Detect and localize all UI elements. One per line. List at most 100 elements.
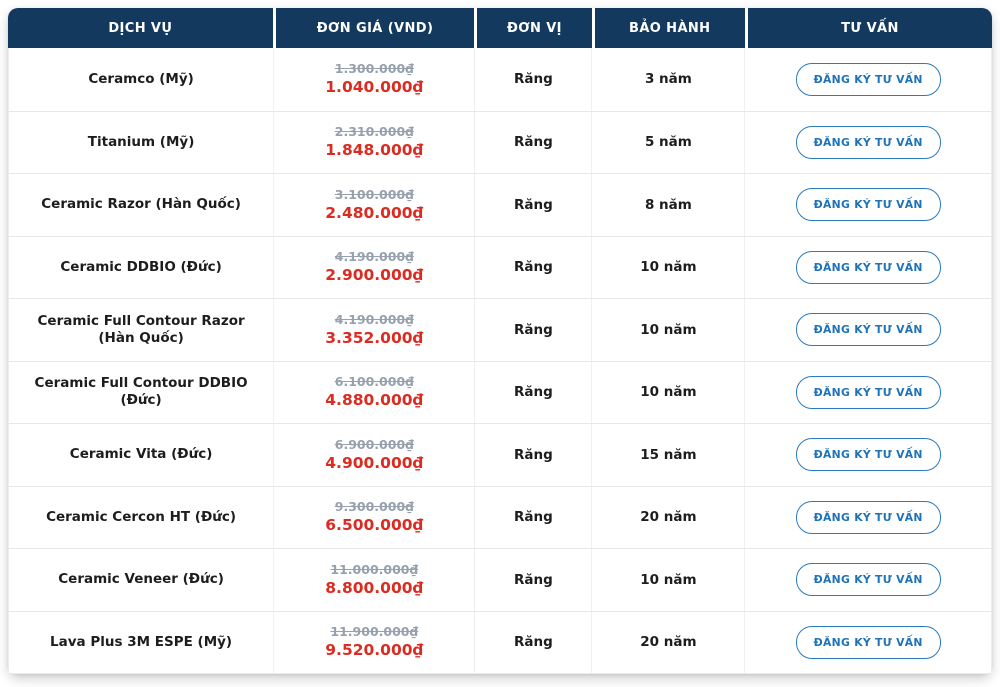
service-cell: Ceramic Veneer (Đức) (9, 549, 273, 611)
consult-cell: ĐĂNG KÝ TƯ VẤN (744, 48, 990, 111)
table-row: Lava Plus 3M ESPE (Mỹ) 11.900.000₫ 9.520… (9, 610, 991, 674)
register-consult-button[interactable]: ĐĂNG KÝ TƯ VẤN (795, 563, 941, 597)
unit-value: Răng (513, 259, 553, 276)
service-name: Ceramco (Mỹ) (88, 70, 194, 87)
new-price: 3.352.000₫ (325, 328, 424, 347)
service-cell: Ceramco (Mỹ) (9, 48, 273, 111)
warranty-cell: 20 năm (591, 611, 744, 673)
register-consult-button[interactable]: ĐĂNG KÝ TƯ VẤN (795, 250, 941, 284)
pricing-table: DỊCH VỤ ĐƠN GIÁ (VND) ĐƠN VỊ BẢO HÀNH TƯ… (8, 8, 992, 674)
new-price: 4.880.000₫ (325, 391, 424, 410)
warranty-cell: 10 năm (591, 549, 744, 611)
unit-cell: Răng (474, 361, 591, 423)
old-price: 9.300.000₫ (334, 499, 414, 515)
table-row: Ceramic Full Contour Razor (Hàn Quốc) 4.… (9, 298, 991, 361)
consult-cell: ĐĂNG KÝ TƯ VẤN (744, 486, 990, 548)
consult-cell: ĐĂNG KÝ TƯ VẤN (744, 111, 990, 173)
unit-value: Răng (513, 196, 553, 213)
service-name: Ceramic Veneer (Đức) (58, 571, 224, 588)
warranty-cell: 20 năm (591, 486, 744, 548)
service-cell: Lava Plus 3M ESPE (Mỹ) (9, 612, 273, 674)
service-cell: Ceramic Razor (Hàn Quốc) (9, 174, 273, 236)
old-price: 11.000.000₫ (330, 561, 419, 577)
service-name: Ceramic DDBIO (Đức) (60, 258, 222, 275)
warranty-cell: 5 năm (591, 111, 744, 173)
consult-cell: ĐĂNG KÝ TƯ VẤN (744, 174, 990, 236)
new-price: 8.800.000₫ (325, 578, 424, 597)
warranty-value: 15 năm (640, 446, 697, 463)
register-consult-button[interactable]: ĐĂNG KÝ TƯ VẤN (795, 188, 941, 222)
warranty-cell: 10 năm (591, 361, 744, 423)
old-price: 11.900.000₫ (330, 624, 419, 640)
warranty-value: 5 năm (644, 134, 692, 151)
service-cell: Ceramic Full Contour Razor (Hàn Quốc) (9, 299, 273, 361)
register-consult-button[interactable]: ĐĂNG KÝ TƯ VẤN (795, 625, 941, 659)
new-price: 1.040.000₫ (325, 78, 424, 97)
unit-cell: Răng (474, 299, 591, 361)
service-name: Ceramic Cercon HT (Đức) (46, 508, 237, 525)
new-price: 4.900.000₫ (325, 453, 424, 472)
unit-value: Răng (513, 384, 553, 401)
unit-cell: Răng (474, 424, 591, 486)
new-price: 2.480.000₫ (325, 203, 424, 222)
price-cell: 6.900.000₫ 4.900.000₫ (273, 424, 474, 486)
warranty-value: 20 năm (640, 509, 697, 526)
register-consult-button[interactable]: ĐĂNG KÝ TƯ VẤN (795, 500, 941, 534)
register-consult-button[interactable]: ĐĂNG KÝ TƯ VẤN (795, 125, 941, 159)
warranty-value: 10 năm (640, 259, 697, 276)
service-cell: Ceramic Vita (Đức) (9, 424, 273, 486)
column-header-price: ĐƠN GIÁ (VND) (272, 8, 475, 48)
price-cell: 1.300.000₫ 1.040.000₫ (273, 48, 474, 111)
warranty-value: 10 năm (640, 571, 697, 588)
unit-value: Răng (513, 571, 553, 588)
old-price: 6.100.000₫ (334, 374, 414, 390)
unit-cell: Răng (474, 174, 591, 236)
service-cell: Ceramic Full Contour DDBIO (Đức) (9, 362, 273, 424)
price-cell: 4.190.000₫ 3.352.000₫ (273, 299, 474, 361)
column-header-service: DỊCH VỤ (8, 8, 273, 48)
old-price: 4.190.000₫ (334, 249, 414, 265)
unit-cell: Răng (474, 486, 591, 548)
register-consult-button[interactable]: ĐĂNG KÝ TƯ VẤN (795, 62, 941, 96)
new-price: 1.848.000₫ (325, 141, 424, 160)
unit-cell: Răng (474, 48, 591, 111)
warranty-cell: 10 năm (591, 236, 744, 298)
consult-cell: ĐĂNG KÝ TƯ VẤN (744, 236, 990, 298)
register-consult-button[interactable]: ĐĂNG KÝ TƯ VẤN (795, 313, 941, 347)
unit-value: Răng (513, 321, 553, 338)
column-header-consult: TƯ VẤN (745, 8, 992, 48)
consult-cell: ĐĂNG KÝ TƯ VẤN (744, 611, 990, 673)
consult-cell: ĐĂNG KÝ TƯ VẤN (744, 549, 990, 611)
table-row: Ceramic Razor (Hàn Quốc) 3.100.000₫ 2.48… (9, 173, 991, 236)
old-price: 3.100.000₫ (334, 186, 414, 202)
new-price: 2.900.000₫ (325, 266, 424, 285)
table-row: Ceramic DDBIO (Đức) 4.190.000₫ 2.900.000… (9, 235, 991, 298)
register-consult-button[interactable]: ĐĂNG KÝ TƯ VẤN (795, 438, 941, 472)
service-name: Lava Plus 3M ESPE (Mỹ) (50, 633, 233, 650)
price-cell: 2.310.000₫ 1.848.000₫ (273, 111, 474, 173)
warranty-cell: 3 năm (591, 48, 744, 111)
warranty-value: 10 năm (640, 321, 697, 338)
old-price: 2.310.000₫ (334, 124, 414, 140)
unit-value: Răng (513, 446, 553, 463)
warranty-value: 20 năm (640, 634, 697, 651)
unit-cell: Răng (474, 611, 591, 673)
unit-cell: Răng (474, 236, 591, 298)
consult-cell: ĐĂNG KÝ TƯ VẤN (744, 361, 990, 423)
service-name: Ceramic Full Contour Razor (Hàn Quốc) (37, 312, 245, 346)
old-price: 4.190.000₫ (334, 311, 414, 327)
unit-cell: Răng (474, 111, 591, 173)
new-price: 6.500.000₫ (325, 516, 424, 535)
unit-value: Răng (513, 71, 553, 88)
price-cell: 3.100.000₫ 2.480.000₫ (273, 174, 474, 236)
table-header-row: DỊCH VỤ ĐƠN GIÁ (VND) ĐƠN VỊ BẢO HÀNH TƯ… (8, 8, 992, 48)
register-consult-button[interactable]: ĐĂNG KÝ TƯ VẤN (795, 375, 941, 409)
service-cell: Ceramic Cercon HT (Đức) (9, 487, 273, 549)
price-cell: 6.100.000₫ 4.880.000₫ (273, 361, 474, 423)
old-price: 1.300.000₫ (334, 61, 414, 77)
unit-cell: Răng (474, 549, 591, 611)
service-cell: Titanium (Mỹ) (9, 112, 273, 174)
warranty-cell: 15 năm (591, 424, 744, 486)
warranty-cell: 8 năm (591, 174, 744, 236)
warranty-value: 10 năm (640, 384, 697, 401)
